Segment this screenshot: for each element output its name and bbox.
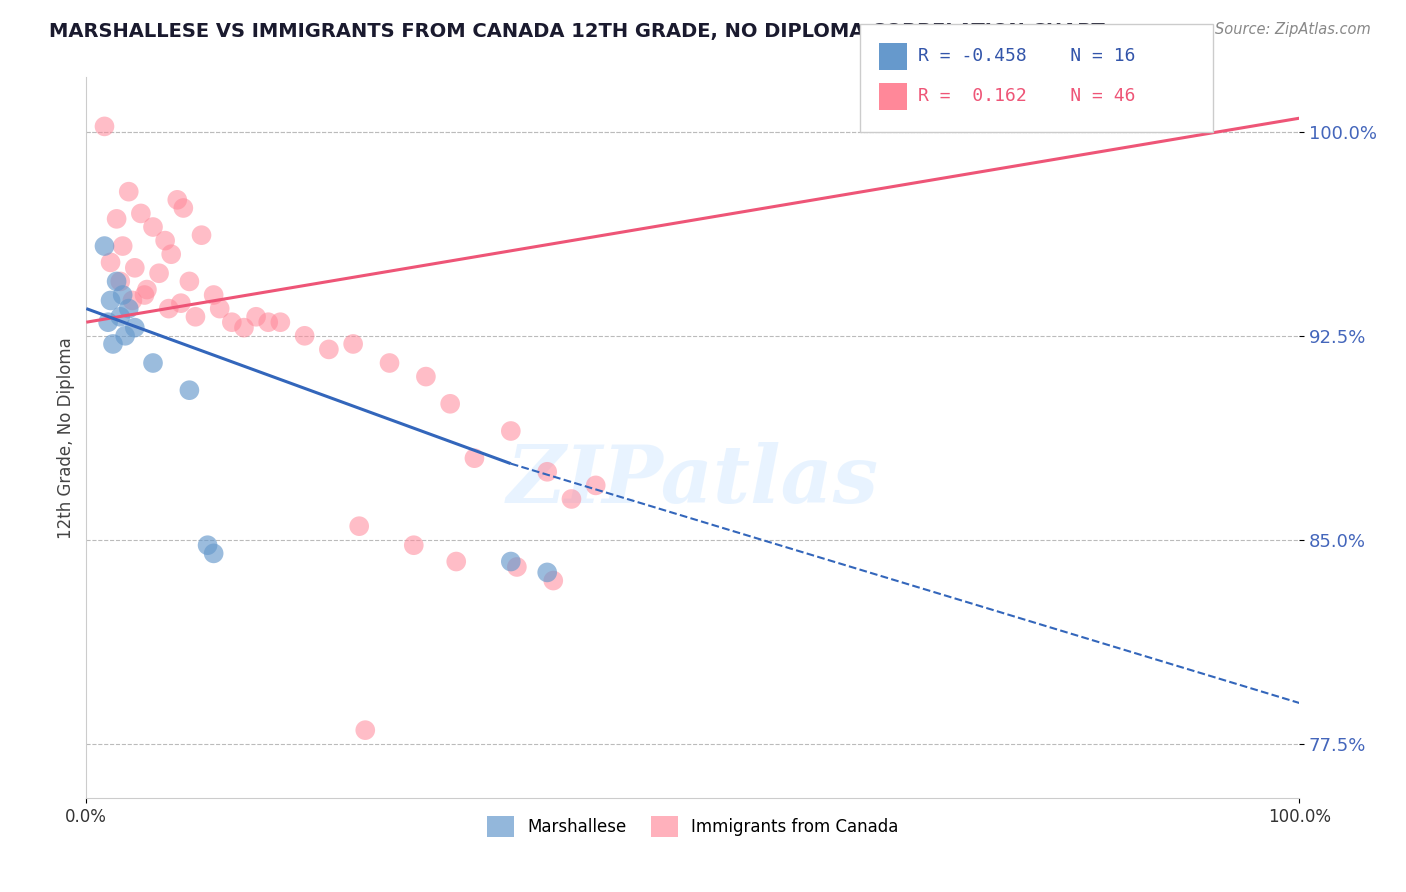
Point bbox=[101, 337, 124, 351]
Point bbox=[202, 546, 225, 560]
Point bbox=[97, 315, 120, 329]
Point bbox=[166, 193, 188, 207]
Text: Source: ZipAtlas.com: Source: ZipAtlas.com bbox=[1215, 22, 1371, 37]
Point bbox=[157, 301, 180, 316]
Point bbox=[111, 239, 134, 253]
Point bbox=[208, 301, 231, 316]
Point bbox=[585, 478, 607, 492]
Point bbox=[190, 228, 212, 243]
Point bbox=[129, 206, 152, 220]
Point bbox=[110, 310, 132, 324]
Point bbox=[170, 296, 193, 310]
Point bbox=[415, 369, 437, 384]
Point bbox=[197, 538, 219, 552]
Point bbox=[318, 343, 340, 357]
Point bbox=[245, 310, 267, 324]
Point bbox=[444, 555, 467, 569]
Point bbox=[184, 310, 207, 324]
Point bbox=[142, 356, 165, 370]
Point bbox=[121, 293, 143, 308]
Point bbox=[93, 239, 115, 253]
Point bbox=[93, 120, 115, 134]
Point bbox=[100, 255, 122, 269]
Point bbox=[560, 491, 582, 506]
Point bbox=[439, 397, 461, 411]
Point bbox=[347, 519, 370, 533]
Point bbox=[499, 555, 522, 569]
Legend: Marshallese, Immigrants from Canada: Marshallese, Immigrants from Canada bbox=[481, 809, 905, 844]
Point bbox=[148, 266, 170, 280]
Text: ZIPatlas: ZIPatlas bbox=[506, 442, 879, 520]
Point bbox=[160, 247, 183, 261]
Point bbox=[463, 451, 485, 466]
Point bbox=[105, 274, 128, 288]
Text: R =  0.162    N = 46: R = 0.162 N = 46 bbox=[918, 87, 1136, 105]
Point bbox=[342, 337, 364, 351]
Text: MARSHALLESE VS IMMIGRANTS FROM CANADA 12TH GRADE, NO DIPLOMA CORRELATION CHART: MARSHALLESE VS IMMIGRANTS FROM CANADA 12… bbox=[49, 22, 1105, 41]
Point bbox=[153, 234, 176, 248]
Point bbox=[134, 288, 156, 302]
Y-axis label: 12th Grade, No Diploma: 12th Grade, No Diploma bbox=[58, 337, 75, 539]
Point bbox=[202, 288, 225, 302]
Point bbox=[142, 220, 165, 235]
Point bbox=[506, 560, 529, 574]
Point bbox=[378, 356, 401, 370]
Point bbox=[354, 723, 377, 738]
Point bbox=[124, 320, 146, 334]
Point bbox=[114, 328, 136, 343]
Point bbox=[536, 465, 558, 479]
Point bbox=[269, 315, 291, 329]
Point bbox=[499, 424, 522, 438]
Point bbox=[536, 566, 558, 580]
Point bbox=[124, 260, 146, 275]
Point bbox=[111, 288, 134, 302]
Point bbox=[257, 315, 280, 329]
Point bbox=[136, 283, 159, 297]
Point bbox=[179, 274, 201, 288]
Point bbox=[172, 201, 194, 215]
Point bbox=[110, 274, 132, 288]
Text: R = -0.458    N = 16: R = -0.458 N = 16 bbox=[918, 47, 1136, 65]
Point bbox=[233, 320, 256, 334]
Point bbox=[100, 293, 122, 308]
Point bbox=[402, 538, 425, 552]
Point bbox=[221, 315, 243, 329]
Point bbox=[179, 383, 201, 397]
Point bbox=[294, 328, 316, 343]
Point bbox=[118, 301, 141, 316]
Point bbox=[543, 574, 565, 588]
Point bbox=[105, 211, 128, 226]
Point bbox=[118, 185, 141, 199]
